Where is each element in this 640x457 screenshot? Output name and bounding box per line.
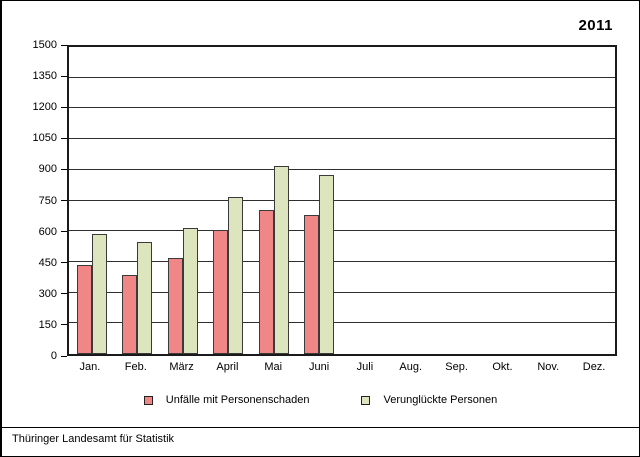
y-tick-mark bbox=[61, 324, 67, 326]
x-tick-label-Feb.: Feb. bbox=[124, 361, 147, 373]
bar-series1-Juni bbox=[304, 214, 320, 354]
y-tick-label-450: 450 bbox=[38, 256, 57, 269]
y-tick-mark bbox=[61, 106, 67, 108]
bar-series2-Feb. bbox=[137, 242, 153, 354]
y-tick-label-1200: 1200 bbox=[32, 101, 57, 114]
y-tick-mark bbox=[61, 75, 67, 77]
legend-label: Unfälle mit Personenschaden bbox=[165, 394, 310, 406]
y-tick-mark bbox=[61, 44, 67, 46]
bar-series1-März bbox=[167, 257, 183, 354]
gridline-600 bbox=[69, 230, 615, 232]
y-tick-label-0: 0 bbox=[50, 350, 57, 362]
legend-swatch-icon bbox=[143, 395, 153, 405]
bar-series2-April bbox=[228, 197, 244, 354]
y-tick-label-300: 300 bbox=[38, 287, 57, 300]
gridline-150 bbox=[69, 322, 615, 324]
y-tick-label-900: 900 bbox=[38, 163, 57, 176]
y-tick-mark bbox=[61, 355, 67, 357]
y-tick-label-1050: 1050 bbox=[32, 132, 57, 145]
chart-year-label: 2011 bbox=[578, 17, 613, 34]
y-tick-label-1500: 1500 bbox=[32, 39, 57, 51]
plot-area bbox=[67, 45, 617, 356]
y-tick-mark bbox=[61, 200, 67, 201]
bar-series2-Jan. bbox=[91, 234, 107, 354]
y-tick-mark bbox=[61, 231, 67, 233]
y-tick-label-1350: 1350 bbox=[32, 70, 57, 83]
x-tick-label-Juli: Juli bbox=[356, 361, 374, 373]
gridline-1200 bbox=[69, 107, 615, 109]
x-tick-label-Dez.: Dez. bbox=[582, 361, 606, 373]
bar-series2-Mai bbox=[273, 165, 289, 354]
bar-series2-Juni bbox=[319, 174, 335, 354]
bar-series1-Feb. bbox=[122, 275, 138, 354]
footer-divider bbox=[2, 427, 639, 428]
gridline-750 bbox=[69, 199, 615, 201]
x-axis: Jan. Feb. März April Mai Juni Juli Aug. Sep. Okt.… bbox=[67, 360, 617, 376]
gridline-1350 bbox=[69, 76, 615, 78]
x-tick-label-Aug.: Aug. bbox=[399, 361, 423, 373]
gridline-1050 bbox=[69, 138, 615, 140]
legend: Unfälle mit Personenschaden Verunglückte … bbox=[2, 394, 639, 406]
legend-label: Verunglückte Personen bbox=[383, 394, 498, 406]
legend-swatch-icon bbox=[361, 395, 371, 405]
gridline-900 bbox=[69, 168, 615, 170]
x-tick-label-Jan.: Jan. bbox=[79, 361, 101, 373]
y-tick-mark bbox=[61, 262, 67, 264]
gridline-300 bbox=[69, 291, 615, 293]
legend-item-1: Unfälle mit Personenschaden bbox=[143, 394, 310, 406]
x-tick-label-April: April bbox=[216, 361, 239, 373]
x-tick-label-Mai: Mai bbox=[264, 361, 283, 373]
y-tick-mark bbox=[61, 293, 67, 295]
x-tick-label-Sep.: Sep. bbox=[445, 361, 468, 373]
y-tick-mark bbox=[61, 137, 67, 139]
gridline-450 bbox=[69, 260, 615, 262]
y-tick-label-600: 600 bbox=[38, 225, 57, 238]
legend-item-2: Verunglückte Personen bbox=[361, 394, 497, 406]
x-tick-label-Okt.: Okt. bbox=[492, 361, 513, 373]
bar-series1-Mai bbox=[258, 209, 274, 354]
bar-series2-März bbox=[182, 228, 198, 354]
x-tick-label-Nov.: Nov. bbox=[537, 361, 560, 373]
x-tick-label-März: März bbox=[169, 361, 194, 373]
bar-series1-Jan. bbox=[76, 264, 92, 354]
y-axis: 0 150 300 450 600 750 900 1050 1200 1350 1500 bbox=[2, 39, 67, 362]
x-tick-label-Juni: Juni bbox=[308, 361, 330, 373]
y-tick-mark bbox=[61, 168, 67, 170]
source-text: Thüringer Landesamt für Statistik bbox=[12, 433, 175, 445]
y-tick-label-150: 150 bbox=[38, 318, 57, 331]
y-tick-label-750: 750 bbox=[38, 194, 57, 207]
bar-series1-April bbox=[213, 230, 229, 354]
